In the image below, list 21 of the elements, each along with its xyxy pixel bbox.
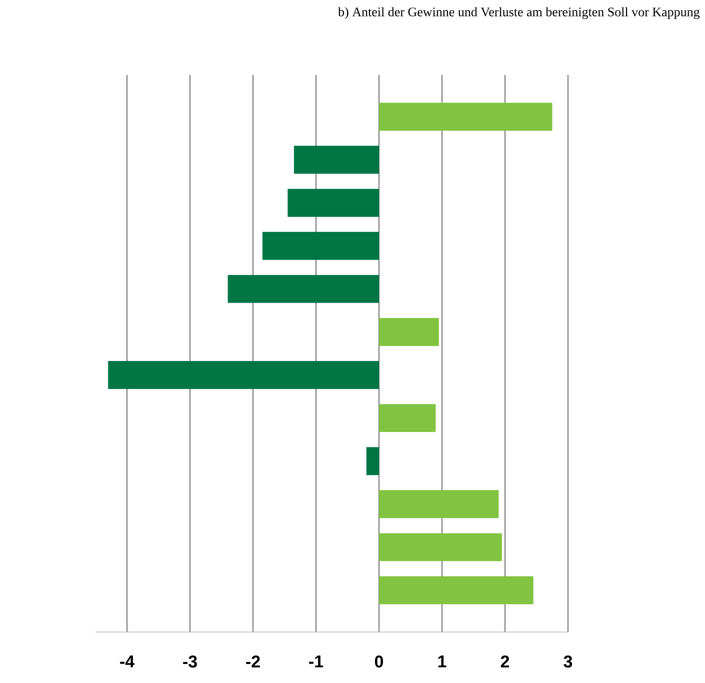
- x-tick-label: -1: [309, 656, 324, 668]
- x-tick-label: -3: [183, 656, 197, 668]
- bar: [379, 404, 436, 432]
- bar: [108, 361, 379, 390]
- bar: [262, 232, 379, 260]
- x-tick-label: 3: [564, 656, 572, 668]
- x-tick-label: 2: [500, 656, 510, 668]
- bar: [228, 274, 379, 303]
- bar: [366, 447, 379, 476]
- bar: [379, 102, 552, 131]
- bar: [288, 188, 379, 217]
- bar: [379, 576, 534, 604]
- bar: [294, 146, 379, 174]
- x-tick-label: -2: [246, 656, 260, 668]
- x-tick-label: -4: [120, 656, 134, 668]
- x-tick-label: 1: [438, 656, 446, 668]
- bar: [379, 490, 499, 518]
- bar: [379, 318, 439, 346]
- x-tick-label: 0: [374, 656, 384, 668]
- bar: [379, 533, 502, 562]
- chart-title: b) Anteil der Gewinne und Verluste am bereinigten Soll vor Kappung: [338, 7, 700, 20]
